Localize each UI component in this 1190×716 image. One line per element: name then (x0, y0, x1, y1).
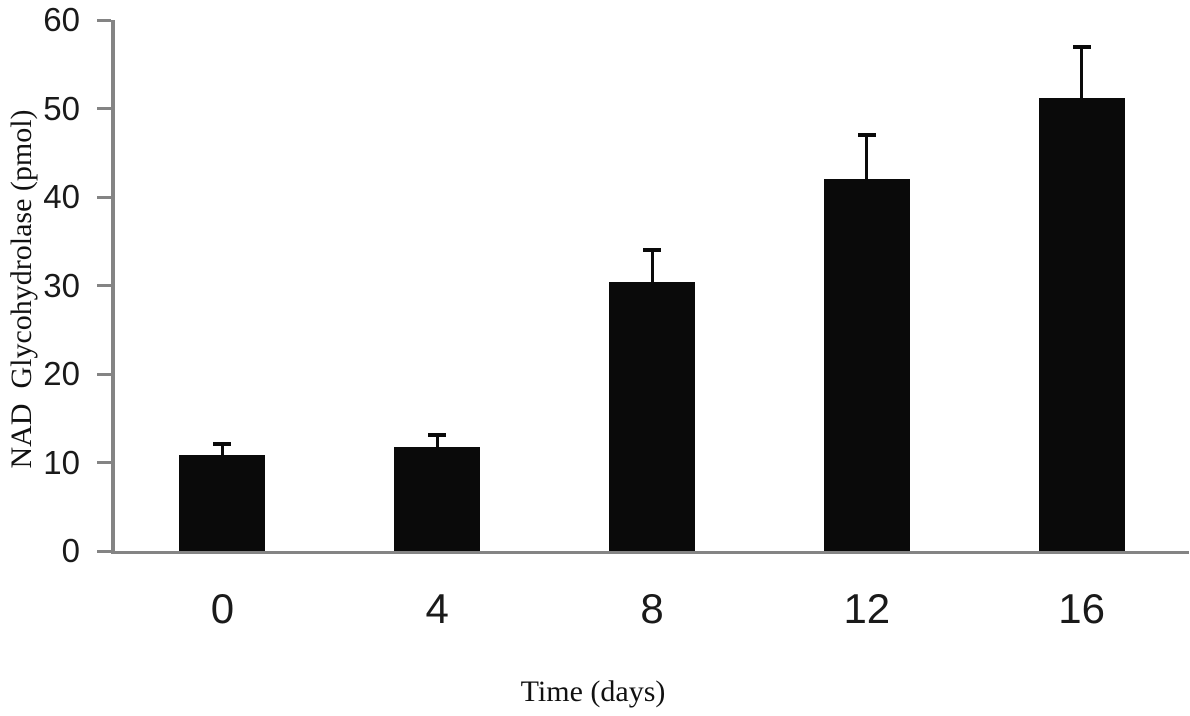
y-axis-tick-label: 10 (43, 443, 80, 481)
y-axis-tick-label: 40 (43, 178, 80, 215)
x-axis-tick-label: 8 (640, 585, 664, 632)
y-axis-tick-mark (97, 461, 111, 464)
y-axis-tick-mark (97, 284, 111, 287)
error-bar-cap (428, 433, 447, 438)
y-axis-tick-mark (97, 372, 111, 376)
y-axis-tick-mark (97, 107, 111, 110)
x-axis-tick-label: 12 (843, 585, 891, 632)
error-bar-line (435, 433, 439, 451)
x-axis-tick-label: 16 (1058, 585, 1105, 632)
error-bar-cap (1072, 44, 1091, 49)
bar-day-12 (823, 179, 910, 551)
y-axis-tick-label: 50 (43, 89, 80, 127)
y-axis-tick-label: 30 (43, 266, 80, 304)
y-axis-tick-label: 20 (43, 355, 80, 392)
error-bar-cap (857, 133, 876, 138)
y-axis-tick-mark (97, 549, 111, 553)
bar-day-8 (609, 281, 695, 551)
error-bar-line (1080, 44, 1084, 102)
x-axis-title: Time (days) (520, 675, 666, 708)
y-axis-tick-label: 0 (61, 532, 80, 569)
bar-day-16 (1038, 97, 1125, 551)
y-axis-tick-mark (97, 18, 111, 22)
x-axis-tick-label: 0 (210, 585, 235, 632)
error-bar-line (650, 248, 654, 286)
error-bar-cap (213, 442, 232, 447)
bar-day-4 (394, 446, 481, 551)
plot-area (97, 18, 1189, 554)
y-axis-tick-label: 60 (43, 1, 80, 38)
y-axis-tick-mark (97, 195, 111, 199)
error-bar-line (220, 442, 224, 459)
error-bar-cap (643, 248, 661, 253)
bar-day-0 (179, 454, 266, 551)
x-axis-tick-label: 4 (425, 585, 449, 632)
error-bar-line (865, 133, 869, 184)
